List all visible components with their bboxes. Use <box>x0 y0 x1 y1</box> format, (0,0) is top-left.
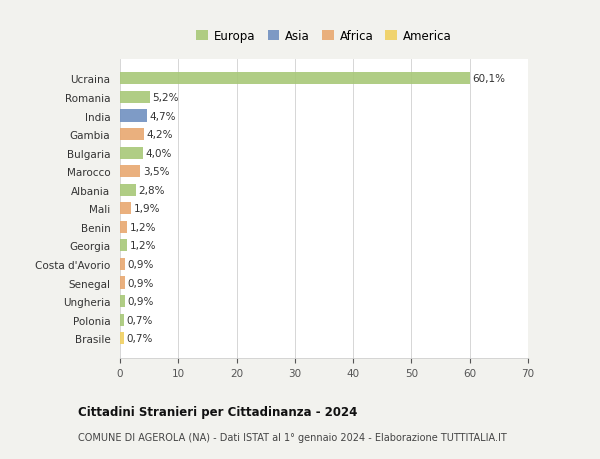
Text: 1,9%: 1,9% <box>133 204 160 214</box>
Bar <box>120 203 131 215</box>
Text: COMUNE DI AGEROLA (NA) - Dati ISTAT al 1° gennaio 2024 - Elaborazione TUTTITALIA: COMUNE DI AGEROLA (NA) - Dati ISTAT al 1… <box>78 432 507 442</box>
Bar <box>120 221 127 233</box>
Text: 4,7%: 4,7% <box>150 111 176 121</box>
Text: 2,8%: 2,8% <box>139 185 165 196</box>
Text: 1,2%: 1,2% <box>130 241 156 251</box>
Bar <box>120 296 125 308</box>
Text: 4,0%: 4,0% <box>146 148 172 158</box>
Text: 1,2%: 1,2% <box>130 222 156 232</box>
Bar <box>120 240 127 252</box>
Text: 5,2%: 5,2% <box>152 93 179 103</box>
Bar <box>120 129 145 141</box>
Text: 0,7%: 0,7% <box>127 315 153 325</box>
Bar <box>120 258 125 270</box>
Text: 60,1%: 60,1% <box>473 74 506 84</box>
Bar <box>120 73 470 85</box>
Bar <box>120 314 124 326</box>
Text: 0,9%: 0,9% <box>128 259 154 269</box>
Bar <box>120 332 124 344</box>
Bar <box>120 166 140 178</box>
Bar <box>120 147 143 159</box>
Text: 0,9%: 0,9% <box>128 278 154 288</box>
Text: Cittadini Stranieri per Cittadinanza - 2024: Cittadini Stranieri per Cittadinanza - 2… <box>78 405 358 419</box>
Text: 0,7%: 0,7% <box>127 333 153 343</box>
Bar <box>120 277 125 289</box>
Bar <box>120 185 136 196</box>
Text: 0,9%: 0,9% <box>128 297 154 307</box>
Bar <box>120 92 151 104</box>
Text: 3,5%: 3,5% <box>143 167 169 177</box>
Bar <box>120 110 148 122</box>
Legend: Europa, Asia, Africa, America: Europa, Asia, Africa, America <box>192 25 456 48</box>
Text: 4,2%: 4,2% <box>147 130 173 140</box>
